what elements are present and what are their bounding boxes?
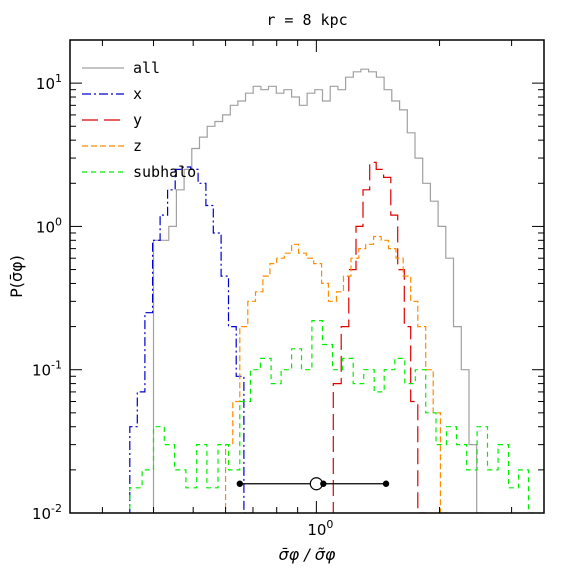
tick-label-x-0: 100 bbox=[307, 518, 333, 539]
legend-label-y: y bbox=[133, 111, 142, 129]
tick-label-y-0: 100 bbox=[36, 215, 62, 236]
tick-label-y-1: 101 bbox=[36, 72, 62, 93]
series-all bbox=[152, 68, 485, 513]
legend-label-x: x bbox=[133, 85, 142, 103]
series-layer bbox=[129, 68, 540, 513]
legend-label-subhalo: subhalo bbox=[133, 163, 196, 181]
errorbar-point-filled bbox=[236, 480, 244, 487]
series-x bbox=[129, 166, 253, 513]
errorbar bbox=[236, 477, 390, 491]
plot-frame bbox=[69, 39, 545, 514]
tick-label-y--2: 10-2 bbox=[32, 502, 62, 523]
plot-area bbox=[129, 68, 540, 513]
y-axis-label: P(σ̄φ) bbox=[7, 255, 26, 298]
legend-label-all: all bbox=[133, 59, 160, 77]
series-y bbox=[332, 161, 426, 513]
chart-title: r = 8 kpc bbox=[266, 11, 347, 29]
x-axis-label: σ̄φ / σ̃φ bbox=[279, 545, 336, 564]
errorbar-point-filled bbox=[320, 480, 327, 487]
errorbar-point-filled bbox=[382, 480, 390, 487]
tick-label-y--1: 10-1 bbox=[32, 359, 62, 380]
legend-label-z: z bbox=[133, 137, 142, 155]
series-subhalo bbox=[129, 320, 540, 513]
tick-marks bbox=[70, 39, 544, 514]
tick-labels: 101 100 10-1 10-2 100 bbox=[32, 72, 333, 539]
series-z bbox=[225, 235, 449, 513]
legend: all xyz subhalo bbox=[82, 59, 196, 181]
